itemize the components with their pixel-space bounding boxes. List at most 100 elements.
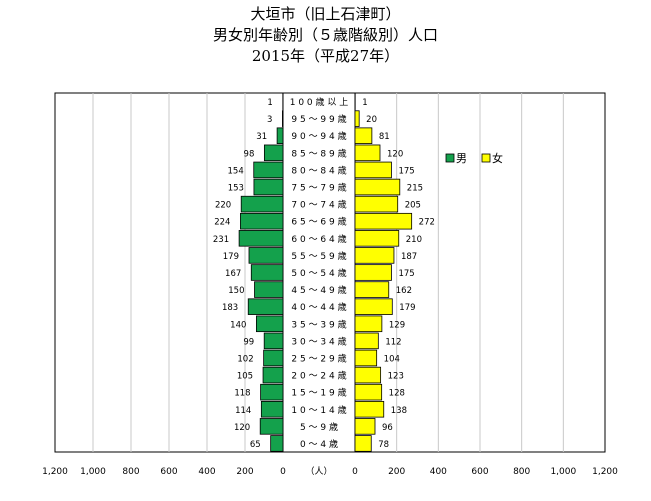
bar-female [354, 247, 395, 264]
bar-male [238, 230, 284, 247]
bar-male [247, 298, 284, 315]
bar-male [260, 383, 284, 401]
age-label: 6 0 ～ 6 4 歳 [291, 233, 346, 245]
age-label: 1 0 0 歳 以 上 [290, 96, 348, 108]
data-label-female: 1 [362, 98, 367, 108]
bar-male [270, 435, 284, 452]
title-line-3: 2015年（平成27年） [251, 47, 400, 65]
x-tick-label-left: 1,200 [42, 467, 68, 477]
bar-male [253, 178, 284, 196]
legend-swatch-male [445, 153, 455, 163]
bar-female [354, 349, 378, 367]
data-label-male: 150 [228, 286, 244, 296]
data-label-female: 162 [396, 286, 412, 296]
data-label-female: 175 [398, 166, 414, 176]
data-label-male: 120 [234, 423, 250, 433]
legend-label-female: 女 [492, 151, 503, 165]
data-label-male: 31 [256, 132, 267, 142]
x-tick-label-right: 1,200 [592, 467, 618, 477]
x-tick-label-right: 1,000 [550, 467, 576, 477]
age-label: 5 5 ～ 5 9 歳 [291, 250, 346, 262]
bar-male [263, 144, 284, 162]
bar-female [354, 298, 393, 315]
bar-male [240, 195, 284, 213]
data-label-female: 104 [384, 354, 400, 364]
data-label-male: 231 [213, 235, 229, 245]
bar-female [354, 435, 372, 452]
age-label: 7 0 ～ 7 4 歳 [291, 199, 346, 211]
data-label-female: 175 [398, 269, 414, 279]
x-tick-label-left: 0 [280, 467, 286, 477]
bar-male [255, 315, 284, 333]
data-label-male: 102 [237, 354, 253, 364]
bar-male [263, 349, 284, 367]
age-label: 2 0 ～ 2 4 歳 [291, 370, 346, 382]
age-label: 1 0 ～ 1 4 歳 [291, 404, 346, 416]
age-label: 0 ～ 4 歳 [300, 438, 338, 450]
data-label-female: 123 [388, 372, 404, 382]
bar-female [354, 264, 392, 281]
data-label-female: 120 [387, 149, 403, 159]
age-label: 8 0 ～ 8 4 歳 [291, 164, 346, 176]
bar-male [254, 281, 284, 298]
bar-female [354, 315, 383, 333]
data-label-male: 140 [230, 320, 246, 330]
bar-female [354, 281, 390, 298]
age-label: 9 0 ～ 9 4 歳 [291, 130, 346, 142]
bar-female [354, 127, 373, 145]
data-label-male: 1 [267, 98, 272, 108]
bar-male [282, 110, 284, 127]
title-line-1: 大垣市（旧上石津町） [250, 5, 401, 23]
bar-female [354, 230, 400, 247]
legend-label-male: 男 [456, 152, 467, 165]
data-label-female: 20 [366, 115, 377, 125]
bar-male [259, 418, 284, 435]
bar-male [276, 127, 284, 145]
bar-male [263, 332, 284, 350]
data-label-male: 114 [235, 406, 251, 416]
x-tick-label-left: 600 [160, 467, 177, 477]
title-line-2: 男女別年齢別（５歳階級別）人口 [212, 26, 438, 44]
data-label-female: 96 [382, 423, 393, 433]
age-label: 2 5 ～ 2 9 歳 [291, 352, 346, 364]
bar-female [354, 195, 399, 213]
bar-female [354, 383, 383, 401]
data-label-female: 112 [385, 337, 401, 347]
data-label-male: 98 [244, 149, 255, 159]
data-label-male: 224 [214, 218, 230, 228]
age-label: 5 ～ 9 歳 [300, 421, 338, 433]
x-tick-label-right: 400 [430, 467, 447, 477]
data-label-female: 128 [389, 389, 405, 399]
bar-female [354, 212, 413, 230]
data-label-female: 81 [379, 132, 390, 142]
data-label-male: 179 [223, 252, 239, 262]
age-label: 4 0 ～ 4 4 歳 [291, 301, 346, 313]
bar-female [354, 110, 360, 127]
x-tick-label-right: 800 [513, 467, 530, 477]
data-label-male: 105 [237, 372, 253, 382]
x-tick-label-left: 200 [236, 467, 253, 477]
bar-female [354, 332, 379, 350]
data-label-male: 153 [228, 184, 244, 194]
age-label: 9 5 ～ 9 9 歳 [291, 113, 346, 125]
data-label-female: 210 [406, 235, 422, 245]
x-tick-label-left: 400 [198, 467, 215, 477]
bar-female [354, 400, 385, 418]
legend-swatch-female [481, 153, 491, 163]
data-label-male: 167 [225, 269, 241, 279]
bar-male [250, 264, 284, 281]
data-label-female: 272 [419, 218, 435, 228]
data-label-female: 179 [399, 303, 415, 313]
bar-female [354, 418, 376, 435]
bar-male [262, 366, 284, 384]
age-label: 6 5 ～ 6 9 歳 [291, 216, 346, 228]
data-label-male: 118 [234, 389, 250, 399]
unit-label: （人） [305, 466, 332, 477]
data-label-male: 154 [228, 166, 244, 176]
data-label-male: 3 [267, 115, 272, 125]
data-label-male: 183 [222, 303, 238, 313]
x-tick-label-right: 200 [388, 467, 405, 477]
x-tick-label-left: 1,000 [80, 467, 106, 477]
data-label-female: 187 [401, 252, 417, 262]
data-label-female: 205 [405, 201, 421, 211]
